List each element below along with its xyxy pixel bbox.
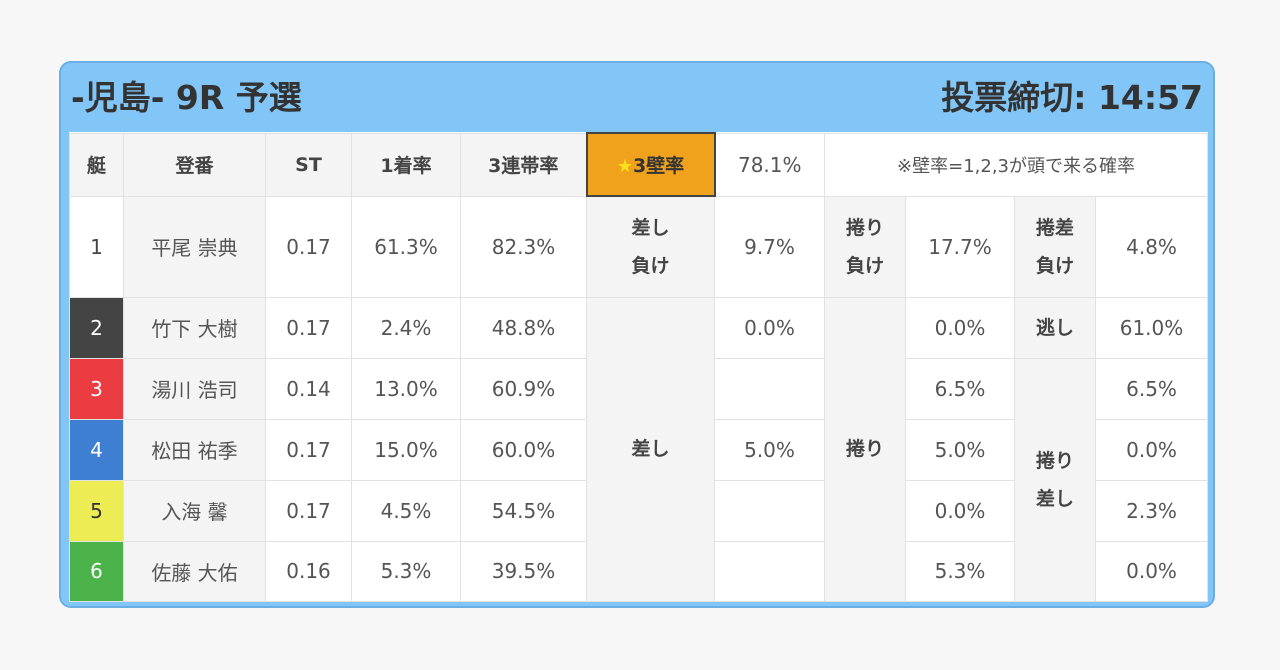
wall-rate-value: 78.1% <box>714 132 825 197</box>
boat-number: 1 <box>69 195 124 298</box>
pattern-line: 捲り <box>1035 449 1074 472</box>
pattern-line: 負け <box>1035 254 1074 277</box>
header-row: 艇 登番 ST 1着率 3連帯率 ★3壁率 78.1% ※壁率=1,2,3が頭で… <box>69 132 1209 197</box>
pattern-sashi-make: 差し 負け <box>586 195 715 298</box>
race-card: -児島- 9R 予選 投票締切: 14:57 艇 登番 ST 1着率 3連帯率 … <box>59 61 1215 608</box>
st-value: 0.17 <box>265 296 352 359</box>
racer-name: 平尾 崇典 <box>123 195 266 298</box>
table-row: 4 松田 祐季 0.17 15.0% 60.0% 5.0% 5.0% 0.0% <box>69 418 1209 481</box>
star-icon: ★ <box>616 156 633 177</box>
pattern-line: 捲り <box>845 216 884 239</box>
sashi-rate-value <box>714 540 825 602</box>
st-value: 0.17 <box>265 479 352 542</box>
wall-rate-label-text: 3壁率 <box>632 155 685 177</box>
pattern-line: 差し <box>631 216 670 239</box>
betting-deadline: 投票締切: 14:57 <box>941 78 1203 117</box>
col-header-st: ST <box>265 132 352 197</box>
pattern-makurizashi-make: 捲差 負け <box>1014 195 1096 298</box>
first-rate-value: 4.5% <box>351 479 461 542</box>
st-value: 0.17 <box>265 418 352 481</box>
boat-number: 2 <box>69 296 124 359</box>
table-row: 3 湯川 浩司 0.14 13.0% 60.9% 6.5% 捲り差し 6.5% <box>69 357 1209 602</box>
makurizashi-rate-value: 4.8% <box>1094 195 1209 298</box>
top3-rate-value: 82.3% <box>460 195 587 298</box>
pattern-line: 負け <box>845 254 884 277</box>
pattern-line: 捲差 <box>1035 216 1074 239</box>
st-value: 0.14 <box>265 357 352 420</box>
top3-rate-value: 48.8% <box>460 296 587 359</box>
racer-name: 松田 祐季 <box>123 418 266 481</box>
makuri-rate-value: 17.7% <box>905 195 1015 298</box>
st-value: 0.17 <box>265 195 352 298</box>
wall-rate-note: ※壁率=1,2,3が頭で来る確率 <box>823 132 1209 197</box>
sashi-rate-value: 5.0% <box>714 418 825 481</box>
racer-name: 入海 馨 <box>123 479 266 542</box>
sashi-rate-value: 0.0% <box>714 296 825 359</box>
top3-rate-value: 39.5% <box>460 540 587 602</box>
pattern-makuri: 捲り <box>824 296 906 602</box>
makurizashi-rate-value: 0.0% <box>1094 418 1209 481</box>
makurizashi-rate-value: 0.0% <box>1094 540 1209 602</box>
first-rate-value: 2.4% <box>351 296 461 359</box>
makuri-rate-value: 5.3% <box>905 540 1015 602</box>
makuri-rate-value: 5.0% <box>905 418 1015 481</box>
table-row: 2 竹下 大樹 0.17 2.4% 48.8% 差し 0.0% 捲り 0.0% … <box>69 296 1209 602</box>
boat-number: 3 <box>69 357 124 420</box>
first-rate-value: 5.3% <box>351 540 461 602</box>
sashi-rate-value <box>714 479 825 542</box>
racer-name: 佐藤 大佑 <box>123 540 266 602</box>
boat-number: 4 <box>69 418 124 481</box>
top3-rate-value: 54.5% <box>460 479 587 542</box>
col-header-name: 登番 <box>123 132 266 197</box>
table-row: 5 入海 馨 0.17 4.5% 54.5% 0.0% 2.3% <box>69 479 1209 542</box>
pattern-sashi: 差し <box>586 296 715 602</box>
wall-rate-label: ★3壁率 <box>585 132 716 197</box>
sashi-rate-value: 9.7% <box>714 195 825 298</box>
race-stats-table: 艇 登番 ST 1着率 3連帯率 ★3壁率 78.1% ※壁率=1,2,3が頭で… <box>69 132 1209 602</box>
first-rate-value: 15.0% <box>351 418 461 481</box>
col-header-boat: 艇 <box>69 132 124 197</box>
makuri-rate-value: 6.5% <box>905 357 1015 420</box>
boat-number: 6 <box>69 540 124 602</box>
first-rate-value: 13.0% <box>351 357 461 420</box>
pattern-makurizashi: 捲り 差し <box>1014 357 1096 602</box>
pattern-nige: 逃し <box>1014 296 1096 359</box>
first-rate-value: 61.3% <box>351 195 461 298</box>
boat-number: 5 <box>69 479 124 542</box>
col-header-first-rate: 1着率 <box>351 132 461 197</box>
top3-rate-value: 60.0% <box>460 418 587 481</box>
racer-name: 竹下 大樹 <box>123 296 266 359</box>
table-row: 6 佐藤 大佑 0.16 5.3% 39.5% 5.3% 0.0% <box>69 540 1209 602</box>
st-value: 0.16 <box>265 540 352 602</box>
makuri-rate-value: 0.0% <box>905 296 1015 359</box>
nige-rate-value: 61.0% <box>1094 296 1209 359</box>
makurizashi-rate-value: 6.5% <box>1094 357 1209 420</box>
racer-name: 湯川 浩司 <box>123 357 266 420</box>
col-header-top3-rate: 3連帯率 <box>460 132 587 197</box>
makurizashi-rate-value: 2.3% <box>1094 479 1209 542</box>
pattern-line: 負け <box>631 254 670 277</box>
race-title: -児島- 9R 予選 <box>71 78 302 117</box>
makuri-rate-value: 0.0% <box>905 479 1015 542</box>
pattern-line: 差し <box>1035 487 1074 510</box>
table-row: 1 平尾 崇典 0.17 61.3% 82.3% 差し 負け 9.7% 捲り 負け … <box>69 195 1209 298</box>
pattern-makuri-make: 捲り 負け <box>824 195 906 298</box>
race-header: -児島- 9R 予選 投票締切: 14:57 <box>69 63 1205 133</box>
sashi-rate-value <box>714 357 825 420</box>
top3-rate-value: 60.9% <box>460 357 587 420</box>
